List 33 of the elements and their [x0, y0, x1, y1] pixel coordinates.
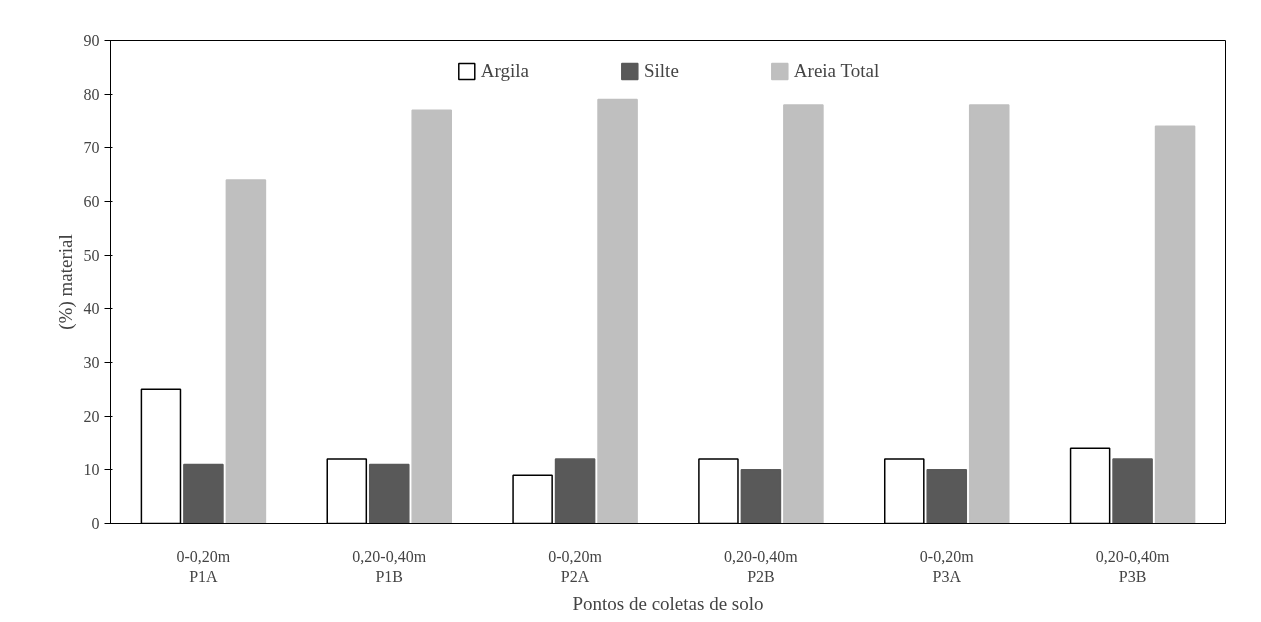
- legend-label: Silte: [643, 60, 679, 82]
- bar: [926, 469, 968, 524]
- y-tick-label: 30: [83, 354, 100, 371]
- y-tick-label: 80: [83, 85, 100, 103]
- y-tick-label: 10: [83, 461, 100, 479]
- bar: [554, 458, 596, 524]
- y-tick-label: 0: [91, 515, 100, 532]
- bar: [740, 469, 782, 524]
- bar: [368, 463, 410, 524]
- y-axis-title: (%) material: [54, 234, 77, 330]
- legend-label: Argila: [480, 60, 529, 82]
- y-tick-label: 60: [83, 193, 100, 210]
- x-tick-label: 0,20-0,40m P1B: [352, 547, 427, 585]
- bar: [597, 98, 638, 524]
- x-axis-title: Pontos de coletas de solo: [572, 592, 764, 614]
- bar: [411, 109, 453, 524]
- y-tick-label: 40: [83, 300, 100, 318]
- bar: [968, 104, 1010, 524]
- x-tick-label: 0-0,20m P3A: [919, 547, 975, 585]
- legend-label: Areia Total: [793, 60, 880, 82]
- bar: [783, 104, 824, 524]
- y-tick-label: 90: [83, 32, 100, 49]
- bar: [183, 463, 224, 524]
- y-tick-label: 20: [83, 407, 100, 425]
- x-tick-label: 0-0,20m P2A: [548, 547, 603, 585]
- y-tick-label: 70: [83, 139, 100, 157]
- bar: [1154, 125, 1196, 524]
- x-tick-label: 0,20-0,40m P3B: [1095, 547, 1171, 585]
- bar: [225, 179, 267, 524]
- y-tick-label: 50: [83, 246, 100, 264]
- x-tick-label: 0-0,20m P1A: [176, 547, 231, 585]
- x-tick-label: 0,20-0,40m P2B: [724, 547, 799, 585]
- bar: [1112, 458, 1153, 524]
